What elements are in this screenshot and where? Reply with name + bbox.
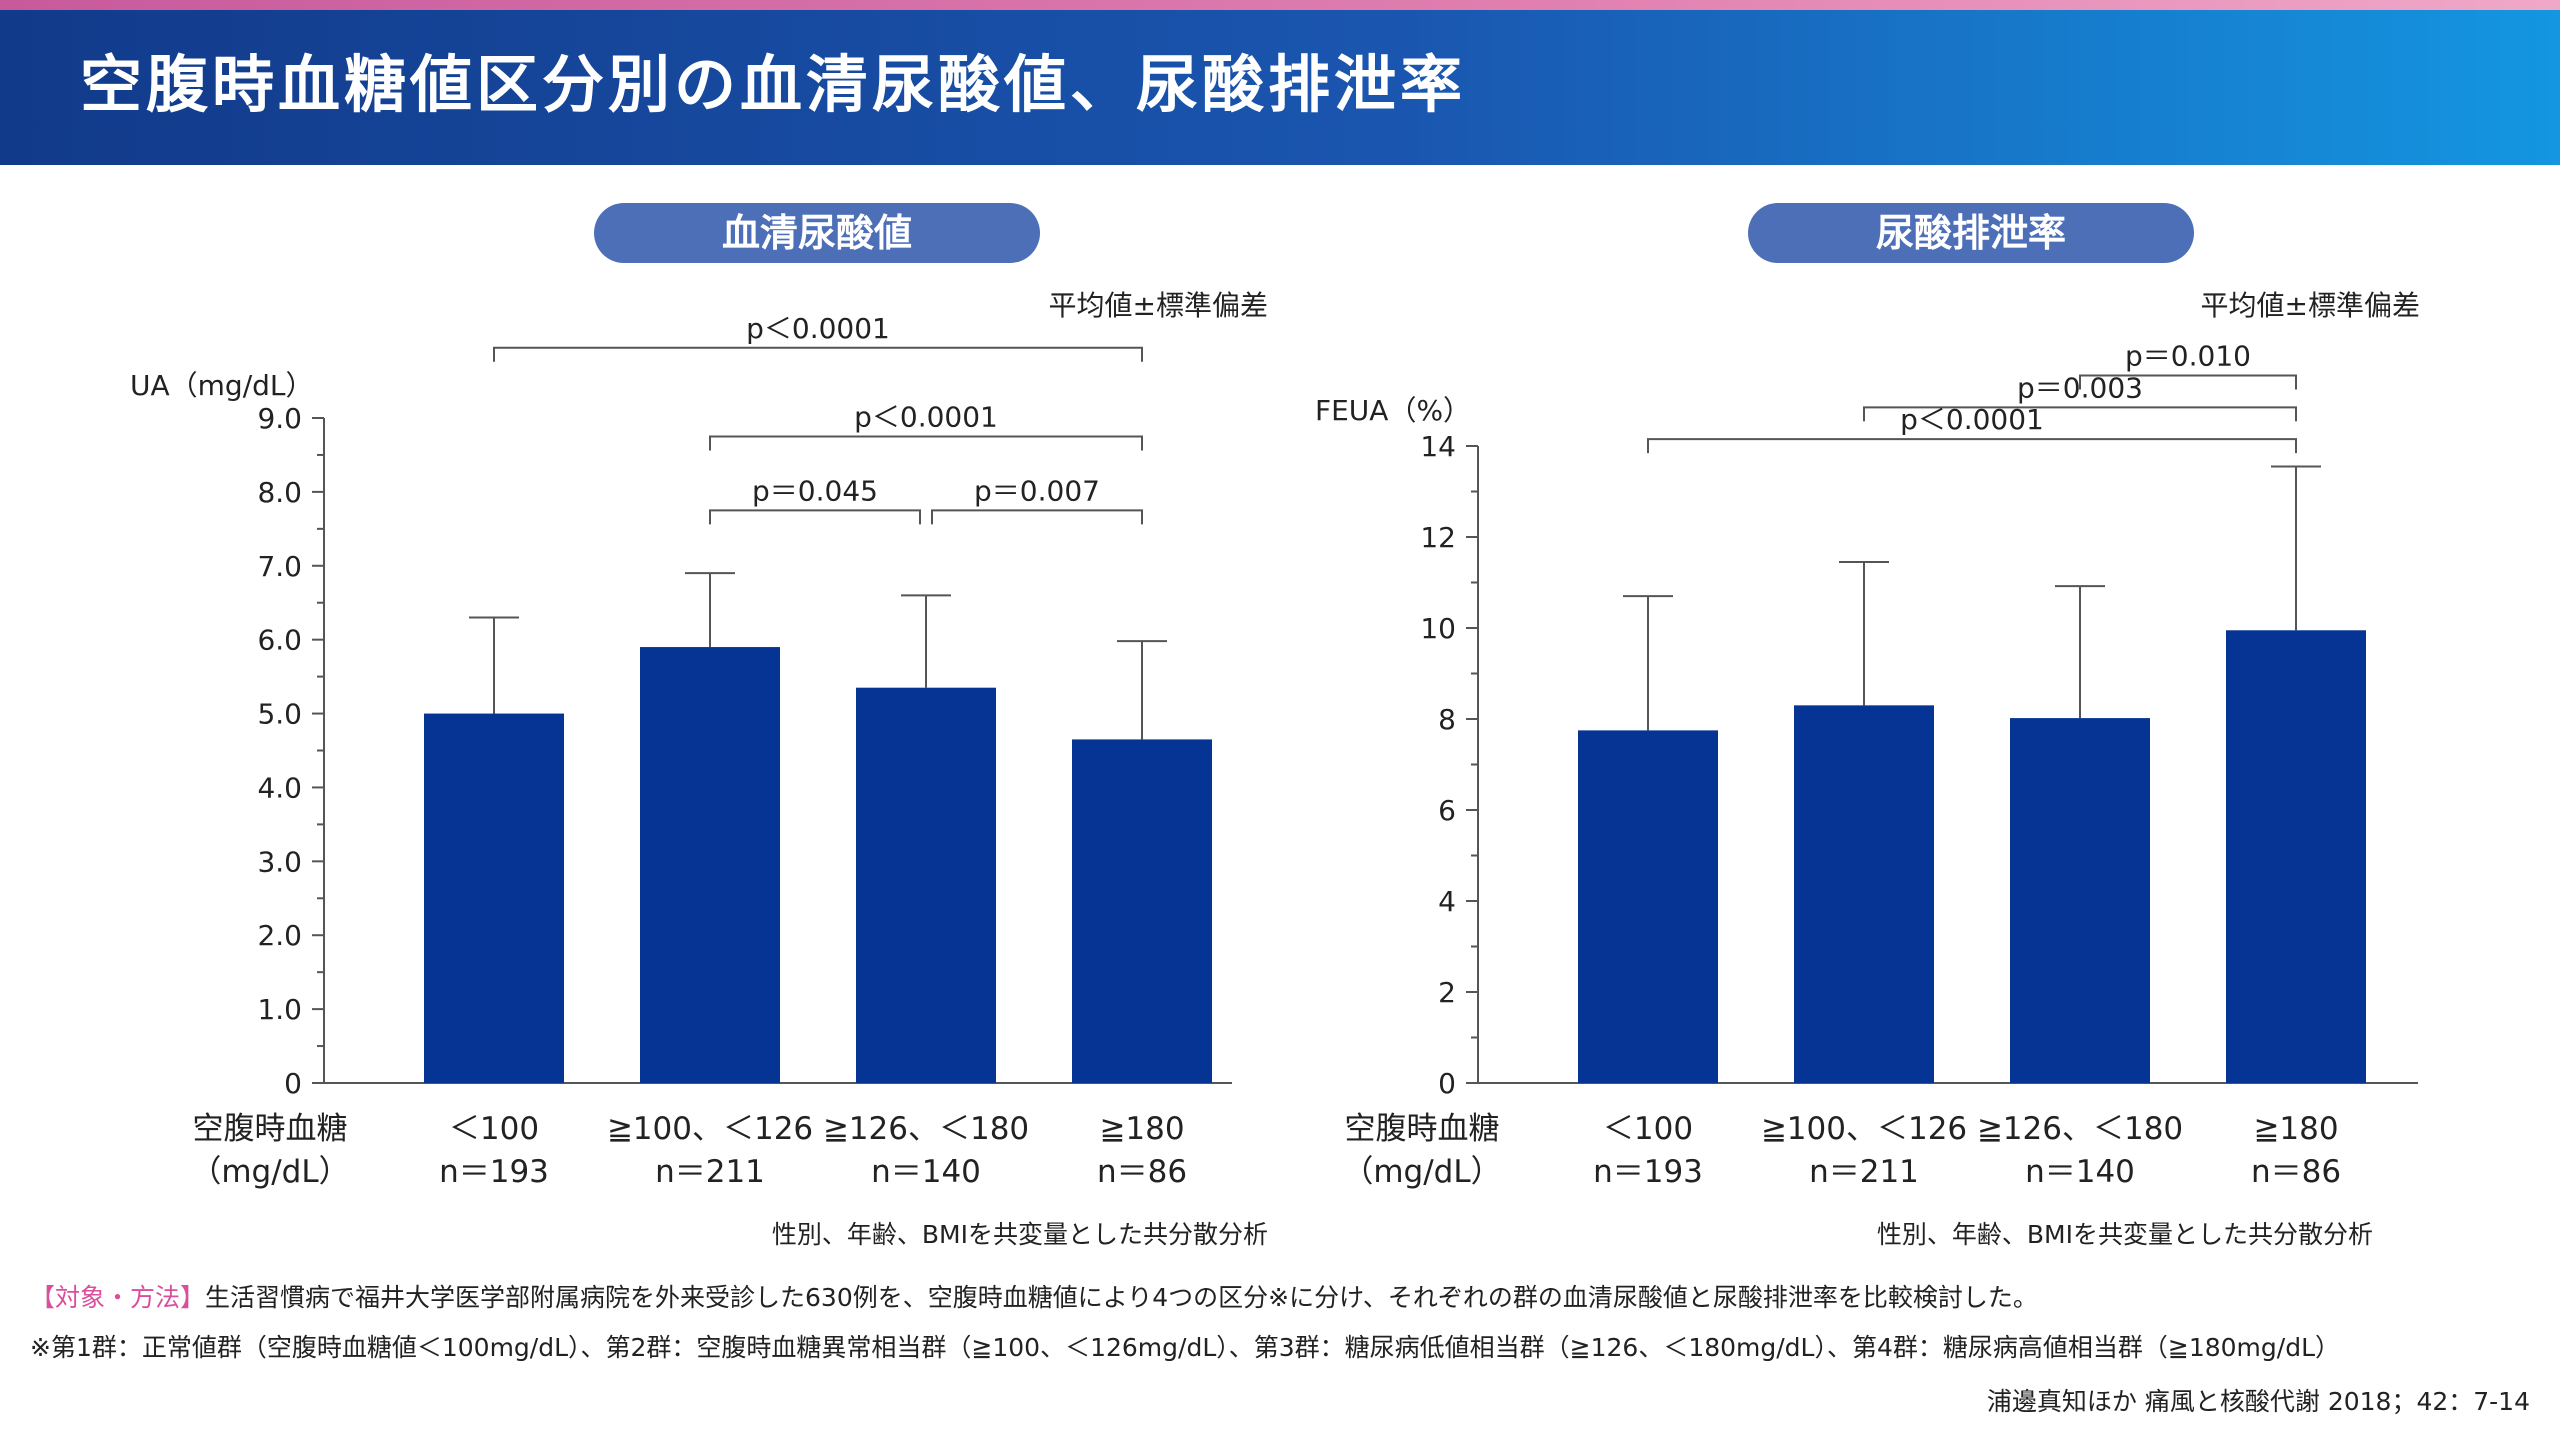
uric-x-axis-unit: （mg/dL）	[190, 1154, 349, 1190]
uric-bar	[1072, 739, 1212, 1083]
uric-x-axis-title: 空腹時血糖	[193, 1111, 348, 1147]
uric-sig-bracket	[493, 346, 1143, 362]
feua-tick-label: 10	[1420, 612, 1456, 645]
feua-category-label: ＜100	[1603, 1111, 1693, 1147]
uric-tick-label: 4.0	[257, 771, 302, 804]
uric-tick-label: 8.0	[257, 476, 302, 509]
uric-sig-bracket	[709, 509, 921, 525]
chart-title-uric-acid: 血清尿酸値	[594, 203, 1040, 263]
uric-p-value: p＜0.0001	[854, 400, 998, 433]
feua-category-n: n＝140	[2025, 1154, 2135, 1190]
uric-category-label: ≧180	[1099, 1111, 1184, 1147]
method-tag: 【対象・方法】	[30, 1283, 206, 1312]
feua-note: 平均値±標準偏差	[2201, 289, 2420, 322]
page-title: 空腹時血糖値区分別の血清尿酸値、尿酸排泄率	[80, 48, 1467, 121]
feua-category-label: ≧126、＜180	[1977, 1111, 2183, 1147]
uric-sig-bracket	[931, 509, 1143, 525]
uric-category-n: n＝211	[655, 1154, 765, 1190]
feua-bar	[2226, 630, 2366, 1083]
uric-p-value: p＜0.0001	[746, 312, 890, 345]
uric-tick-label: 6.0	[257, 624, 302, 657]
method-note: 【対象・方法】生活習慣病で福井大学医学部附属病院を外来受診した630例を、空腹時…	[30, 1278, 2038, 1314]
uric-sig-bracket	[709, 435, 1143, 451]
uric-bar	[856, 687, 996, 1083]
feua-tick-label: 4	[1438, 885, 1456, 918]
chart-title-feua: 尿酸排泄率	[1748, 203, 2194, 263]
uric-category-n: n＝193	[439, 1154, 549, 1190]
uric-tick-label: 3.0	[257, 845, 302, 878]
uric-note: 平均値±標準偏差	[1049, 289, 1268, 322]
feua-category-n: n＝211	[1809, 1154, 1919, 1190]
feua-category-n: n＝193	[1593, 1154, 1703, 1190]
method-text: 生活習慣病で福井大学医学部附属病院を外来受診した630例を、空腹時血糖値により4…	[205, 1283, 2038, 1312]
uric-tick-label: 1.0	[257, 993, 302, 1026]
uric-p-value: p＝0.045	[752, 474, 878, 507]
uric-tick-label: 9.0	[257, 402, 302, 435]
top-accent-strip	[0, 0, 2560, 10]
feua-x-axis-unit: （mg/dL）	[1342, 1154, 1501, 1190]
feua-p-value: p＜0.0001	[1900, 403, 2044, 436]
uric-category-label: ≧100、＜126	[607, 1111, 813, 1147]
uric-bar	[424, 713, 564, 1083]
uric-y-axis-label: UA（mg/dL）	[130, 369, 314, 402]
uric-tick-label: 5.0	[257, 698, 302, 731]
uric-tick-label: 0	[284, 1067, 302, 1100]
uric-tick-label: 7.0	[257, 550, 302, 583]
uric-category-label: ＜100	[449, 1111, 539, 1147]
feua-bar	[1578, 730, 1718, 1083]
feua-tick-label: 12	[1420, 521, 1456, 554]
feua-category-n: n＝86	[2251, 1154, 2341, 1190]
feua-tick-label: 2	[1438, 976, 1456, 1009]
feua-bar	[1794, 705, 1934, 1083]
feua-tick-label: 0	[1438, 1067, 1456, 1100]
feua-y-axis-label: FEUA（%）	[1315, 394, 1471, 427]
feua-sig-bracket	[2079, 374, 2297, 390]
feua-tick-label: 8	[1438, 703, 1456, 736]
uric-bar	[640, 647, 780, 1083]
uric-category-n: n＝140	[871, 1154, 981, 1190]
feua-sig-bracket	[1647, 438, 2297, 454]
group-note: ※第1群：正常値群（空腹時血糖値＜100mg/dL）、第2群：空腹時血糖異常相当…	[30, 1333, 2340, 1362]
title-banner: 空腹時血糖値区分別の血清尿酸値、尿酸排泄率	[0, 10, 2560, 165]
feua-category-label: ≧100、＜126	[1761, 1111, 1967, 1147]
feua-p-value: p＝0.010	[2125, 339, 2251, 372]
feua-bar	[2010, 718, 2150, 1083]
uric-tick-label: 2.0	[257, 919, 302, 952]
uric-category-label: ≧126、＜180	[823, 1111, 1029, 1147]
feua-x-axis-title: 空腹時血糖	[1345, 1111, 1500, 1147]
feua-sig-bracket	[1863, 406, 2297, 422]
citation: 浦邊真知ほか 痛風と核酸代謝 2018；42：7-14	[1986, 1387, 2530, 1416]
feua-p-value: p＝0.003	[2017, 371, 2143, 404]
feua-category-label: ≧180	[2253, 1111, 2338, 1147]
uric-footnote: 性別、年齢、BMIを共変量とした共分散分析	[772, 1220, 1268, 1249]
uric-p-value: p＝0.007	[974, 474, 1100, 507]
feua-tick-label: 14	[1420, 430, 1456, 463]
uric-category-n: n＝86	[1097, 1154, 1187, 1190]
feua-footnote: 性別、年齢、BMIを共変量とした共分散分析	[1877, 1220, 2373, 1249]
feua-tick-label: 6	[1438, 794, 1456, 827]
